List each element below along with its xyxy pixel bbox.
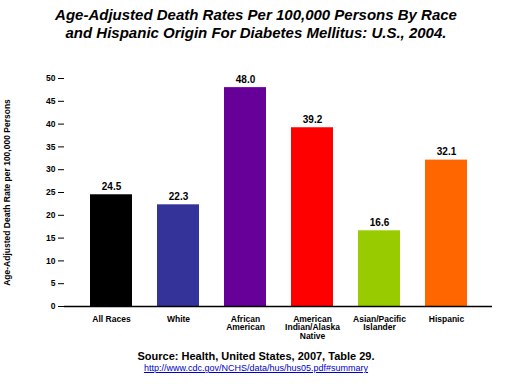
- svg-text:39.2: 39.2: [303, 114, 323, 125]
- svg-text:10: 10: [46, 256, 56, 266]
- svg-text:0: 0: [51, 301, 56, 311]
- svg-text:48.0: 48.0: [236, 74, 256, 85]
- svg-text:32.1: 32.1: [437, 146, 457, 157]
- svg-text:All Races: All Races: [92, 314, 131, 324]
- svg-text:Hispanic: Hispanic: [429, 314, 465, 324]
- svg-text:White: White: [167, 314, 190, 324]
- svg-text:30: 30: [46, 164, 56, 174]
- svg-text:40: 40: [46, 119, 56, 129]
- svg-text:24.5: 24.5: [102, 181, 122, 192]
- svg-text:25: 25: [46, 187, 56, 197]
- svg-text:Asian/PacificIslander: Asian/PacificIslander: [353, 314, 406, 333]
- svg-text:22.3: 22.3: [169, 191, 189, 202]
- svg-text:35: 35: [46, 142, 56, 152]
- svg-text:AmericanIndian/AlaskaNative: AmericanIndian/AlaskaNative: [285, 314, 340, 341]
- html-text:Age-Adjusted Death Rates Per 1: Age-Adjusted Death Rates Per 100,000 Per…: [55, 6, 457, 41]
- svg-text:16.6: 16.6: [370, 217, 390, 228]
- svg-text:AfricanAmerican: AfricanAmerican: [226, 314, 265, 333]
- svg-text:50: 50: [46, 73, 56, 83]
- svg-text:45: 45: [46, 96, 56, 106]
- html-text:Source: Health, United States,: Source: Health, United States, 2007, Tab…: [137, 350, 375, 362]
- svg-text:20: 20: [46, 210, 56, 220]
- html-text:http://www.cdc.gov/NCHS/data/h: http://www.cdc.gov/NCHS/data/hus/hus05.p…: [143, 363, 368, 373]
- svg-text:15: 15: [46, 233, 56, 243]
- svg-text:5: 5: [51, 278, 56, 288]
- svg-text:Age-Adjusted Death Rate per 10: Age-Adjusted Death Rate per 100,000 Pers…: [2, 99, 12, 286]
